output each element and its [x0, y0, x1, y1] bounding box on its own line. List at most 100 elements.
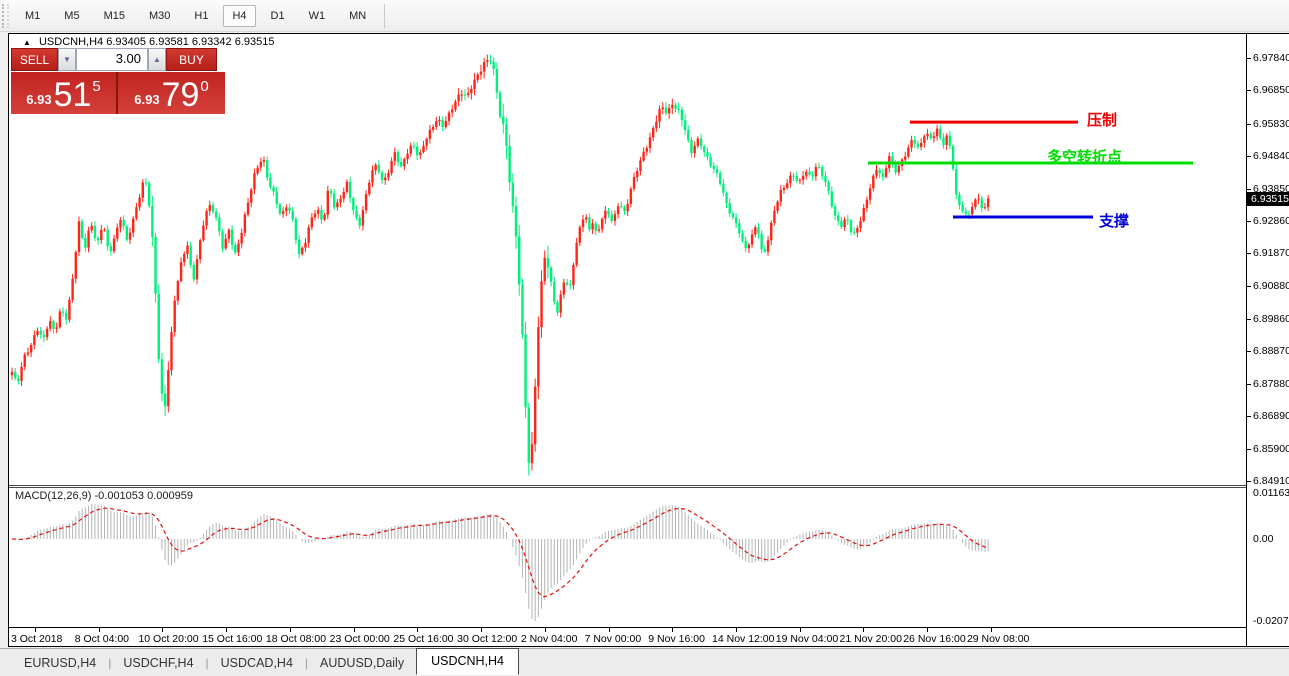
chart-symbol-title: USDCNH,H4	[38, 36, 104, 48]
tab-separator: |	[304, 655, 309, 670]
time-axis-tick	[162, 628, 164, 632]
chart-tab-bar: EURUSD,H4 | USDCHF,H4 | USDCAD,H4 | AUDUSD,Dai…	[0, 647, 1289, 676]
time-axis-label: 30 Oct 12:00	[457, 633, 518, 645]
time-axis-tick	[98, 628, 100, 632]
buy-price-display[interactable]: 6.93 79 0	[118, 72, 225, 114]
time-axis-label: 14 Nov 12:00	[712, 633, 775, 645]
tab-eurusd-h4[interactable]: EURUSD,H4	[24, 655, 97, 670]
buy-price-main: 79	[161, 76, 200, 114]
volume-decrease-button[interactable]: ▼	[58, 48, 76, 71]
tab-usdchf-h4[interactable]: USDCHF,H4	[123, 655, 194, 670]
timeframe-button-w1[interactable]: W1	[308, 9, 326, 22]
time-axis-tick	[544, 628, 546, 632]
price-axis-label: 6.92860	[1253, 214, 1289, 227]
time-axis-tick	[927, 628, 929, 632]
price-axis-label: 6.97840	[1253, 52, 1289, 64]
price-axis-tick	[1247, 481, 1251, 482]
time-axis-tick	[35, 628, 36, 632]
price-axis-tick	[1247, 351, 1251, 353]
pane-splitter[interactable]	[9, 487, 1288, 488]
price-axis-tick	[1247, 188, 1251, 190]
volume-increase-button[interactable]: ▲	[148, 48, 166, 71]
tab-usdcad-h4[interactable]: USDCAD,H4	[220, 655, 293, 670]
time-axis-label: 18 Oct 08:00	[265, 633, 327, 645]
timeframe-button-h1[interactable]: H1	[194, 9, 209, 22]
price-axis-label: 6.93850	[1253, 182, 1289, 195]
macd-indicator-label: MACD(12,26,9) -0.001053 0.000959	[15, 490, 193, 502]
timeframe-button-m1[interactable]: M1	[25, 9, 41, 22]
time-axis-label: 21 Nov 20:00	[839, 633, 902, 645]
time-axis-tick	[226, 628, 228, 632]
tab-usdcnh-h4[interactable]: USDCNH,H4	[416, 647, 520, 675]
price-chart-canvas[interactable]	[10, 47, 1246, 485]
price-axis-tick	[1247, 156, 1251, 158]
time-axis-tick	[863, 628, 865, 632]
price-axis-label: 6.89860	[1253, 313, 1289, 326]
pivot-label: 多空转折点	[1047, 149, 1123, 166]
time-axis-label: 7 Nov 00:00	[584, 633, 642, 645]
price-axis-label: 6.90880	[1253, 279, 1289, 292]
sell-price-display[interactable]: 6.93 51 5	[11, 72, 118, 114]
tab-audusd-daily[interactable]: AUDUSD,Daily	[320, 655, 405, 670]
tab-separator: |	[205, 655, 209, 670]
sell-button[interactable]: SELL	[11, 48, 58, 71]
chart-window: ▲ USDCNH,H4 6.93405 6.93581 6.93342 6.93…	[8, 33, 1289, 647]
macd-signal-line	[11, 507, 989, 598]
current-price-tag: 6.93515	[1247, 192, 1289, 207]
time-axis-tick	[481, 628, 483, 632]
time-axis-tick	[736, 628, 738, 632]
time-axis-label: 8 Oct 04:00	[74, 633, 130, 645]
time-axis-label: 25 Oct 16:00	[393, 633, 454, 645]
price-axis-tick	[1247, 58, 1251, 59]
candles-layer	[10, 54, 990, 476]
price-axis-label: 6.87880	[1253, 377, 1289, 390]
macd-chart-canvas[interactable]	[10, 489, 1246, 627]
pane-splitter[interactable]	[9, 485, 1288, 486]
timeframe-button-m15[interactable]: M15	[103, 9, 125, 22]
timeframe-button-mn[interactable]: MN	[349, 9, 367, 22]
price-axis-label: 6.86890	[1253, 410, 1289, 423]
timeframe-button-m30[interactable]: M30	[148, 9, 171, 22]
timeframe-button-d1[interactable]: D1	[270, 9, 285, 22]
macd-axis-label: 0.00	[1253, 533, 1274, 545]
price-axis-tick	[1247, 220, 1251, 222]
time-axis-label: 10 Oct 20:00	[138, 633, 199, 645]
time-axis-tick	[672, 628, 674, 632]
time-axis-tick	[990, 628, 992, 632]
time-axis-label: 29 Nov 08:00	[966, 633, 1030, 645]
macd-histogram-layer	[14, 504, 989, 621]
price-axis-label: 6.88870	[1253, 345, 1289, 358]
sell-price-main: 51	[53, 76, 92, 114]
buy-price-prefix: 6.93	[134, 92, 160, 107]
time-axis-label: 9 Nov 16:00	[648, 633, 705, 645]
time-axis-label: 15 Oct 16:00	[202, 633, 263, 645]
buy-button[interactable]: BUY	[166, 48, 217, 71]
macd-current-values: -0.001053 0.000959	[94, 490, 193, 502]
time-axis-label: 19 Nov 04:00	[775, 633, 839, 645]
price-axis-tick	[1247, 448, 1251, 450]
price-axis-tick	[1247, 383, 1251, 385]
resistance-label: 压制	[1087, 112, 1118, 129]
timeframe-button-m5[interactable]: M5	[64, 9, 80, 22]
time-axis-tick	[289, 628, 291, 632]
price-axis-tick	[1247, 253, 1251, 255]
time-axis-tick	[353, 628, 355, 632]
toolbar-separator	[384, 3, 386, 28]
time-axis-label: 26 Nov 16:00	[903, 633, 966, 645]
price-axis-label: 6.94840	[1253, 150, 1289, 163]
price-axis: 6.97840 6.96850 6.95830 6.94840 6.93850 6.928…	[1247, 34, 1289, 646]
macd-axis-label: 0.011636	[1253, 487, 1289, 499]
price-axis-tick	[1247, 285, 1251, 287]
toolbar-grip-icon[interactable]	[2, 3, 9, 28]
time-axis-tick	[799, 628, 801, 632]
tab-separator: |	[108, 655, 112, 670]
price-axis-label: 6.84910	[1253, 475, 1289, 487]
price-axis-tick	[1247, 90, 1251, 92]
timeframe-button-h4[interactable]: H4	[223, 4, 256, 27]
buy-price-pip: 0	[200, 78, 209, 95]
volume-input[interactable]: 3.00	[76, 48, 148, 71]
chart-title-row: ▲ USDCNH,H4 6.93405 6.93581 6.93342 6.93…	[23, 36, 274, 48]
price-axis-label: 6.85900	[1253, 442, 1289, 455]
chart-ohlc-values: 6.93405 6.93581 6.93342 6.93515	[106, 36, 275, 48]
collapse-triangle-icon[interactable]: ▲	[23, 38, 31, 47]
